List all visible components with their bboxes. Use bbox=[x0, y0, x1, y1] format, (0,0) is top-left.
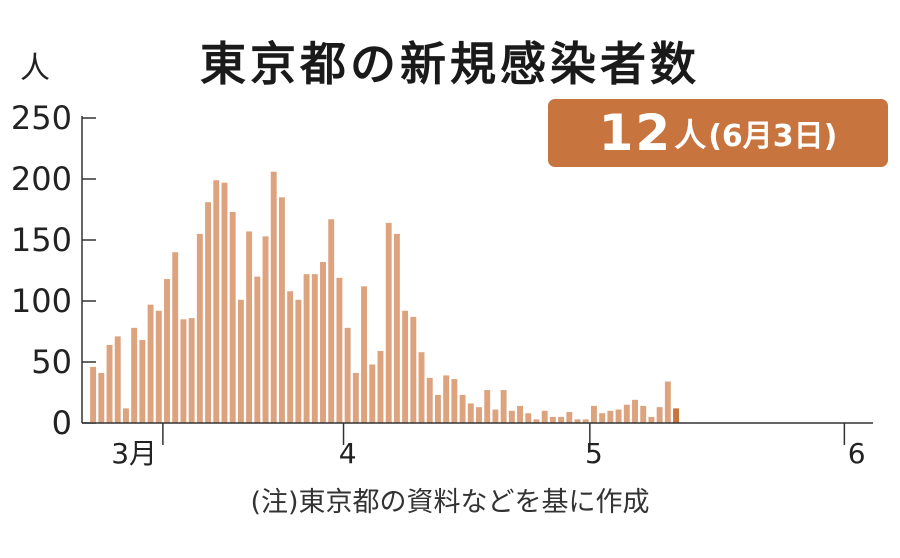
bar bbox=[122, 408, 129, 423]
chart-title: 東京都の新規感染者数 bbox=[200, 37, 700, 91]
bar bbox=[599, 413, 606, 423]
bar bbox=[155, 310, 162, 423]
bar bbox=[574, 419, 581, 423]
bar bbox=[147, 304, 154, 423]
bar bbox=[393, 233, 400, 423]
bar bbox=[352, 372, 359, 423]
bar bbox=[303, 274, 310, 423]
bar bbox=[517, 405, 524, 423]
month-label: 3月 bbox=[111, 437, 157, 470]
bar bbox=[648, 416, 655, 423]
bar bbox=[476, 407, 482, 423]
bar bbox=[410, 316, 417, 423]
bar bbox=[500, 390, 507, 423]
y-tick-label: 100 bbox=[11, 282, 72, 320]
bar bbox=[172, 252, 179, 423]
bar bbox=[582, 419, 589, 423]
bar bbox=[221, 182, 228, 423]
bar bbox=[320, 261, 326, 423]
bar bbox=[336, 277, 343, 423]
bar bbox=[90, 366, 97, 423]
bar bbox=[385, 222, 392, 423]
month-label: 5 bbox=[585, 437, 603, 470]
bar bbox=[615, 409, 622, 423]
bar bbox=[492, 409, 499, 423]
latest-count-value: 12 bbox=[598, 104, 673, 162]
bar bbox=[98, 372, 105, 423]
bar bbox=[566, 412, 573, 423]
bar bbox=[262, 236, 269, 423]
bar-latest bbox=[673, 408, 680, 423]
bar bbox=[254, 276, 261, 423]
bar bbox=[295, 299, 302, 423]
bar bbox=[623, 404, 630, 423]
bar bbox=[311, 274, 318, 423]
bar bbox=[131, 327, 138, 423]
latest-count-badge: 12 人 (6月3日) bbox=[548, 99, 888, 167]
bar bbox=[549, 416, 556, 423]
bar bbox=[287, 291, 294, 423]
y-tick-label: 50 bbox=[31, 343, 72, 381]
bar bbox=[246, 231, 253, 423]
latest-count-unit: 人 bbox=[674, 116, 707, 154]
bar bbox=[229, 211, 236, 423]
bar bbox=[451, 379, 458, 423]
latest-count-date: (6月3日) bbox=[708, 119, 838, 154]
bar bbox=[467, 403, 474, 423]
bar bbox=[525, 413, 532, 423]
bar bbox=[188, 318, 195, 423]
y-tick-label: 200 bbox=[11, 160, 72, 198]
bar bbox=[164, 279, 170, 423]
x-axis: 3月 4 5 6 bbox=[82, 422, 873, 470]
source-note: (注)東京都の資料などを基に作成 bbox=[250, 487, 650, 518]
bar bbox=[196, 233, 203, 423]
bar bbox=[541, 410, 548, 423]
bar bbox=[114, 336, 121, 423]
bar bbox=[278, 197, 285, 423]
bar bbox=[508, 410, 515, 423]
bar bbox=[139, 340, 146, 423]
bar bbox=[180, 319, 187, 423]
bars bbox=[90, 171, 680, 423]
y-tick-label: 250 bbox=[11, 99, 72, 137]
bar bbox=[344, 327, 351, 423]
bar bbox=[205, 202, 212, 423]
bar bbox=[459, 394, 466, 423]
bar bbox=[590, 405, 597, 423]
bar bbox=[533, 419, 540, 423]
bar bbox=[328, 219, 335, 423]
bar bbox=[418, 352, 425, 423]
bar bbox=[632, 399, 638, 423]
y-axis: 0 50 100 150 200 250 bbox=[11, 99, 96, 442]
bar bbox=[270, 171, 277, 423]
month-label: 4 bbox=[339, 437, 357, 470]
bar bbox=[106, 344, 113, 423]
bar bbox=[361, 286, 368, 423]
bar bbox=[664, 381, 671, 423]
y-tick-label: 0 bbox=[52, 404, 72, 442]
bar bbox=[443, 375, 450, 423]
y-axis-unit: 人 bbox=[20, 51, 50, 86]
bar bbox=[426, 377, 433, 423]
bar bbox=[484, 390, 491, 423]
bar bbox=[640, 405, 647, 423]
bar bbox=[402, 310, 409, 423]
bar bbox=[656, 407, 663, 423]
month-label: 6 bbox=[848, 437, 866, 470]
y-tick-label: 150 bbox=[11, 221, 72, 259]
bar bbox=[213, 180, 220, 423]
bar bbox=[369, 364, 376, 423]
bar bbox=[558, 416, 565, 423]
bar bbox=[377, 351, 384, 423]
bar bbox=[237, 299, 244, 423]
bar bbox=[434, 394, 441, 423]
bar bbox=[607, 410, 614, 423]
